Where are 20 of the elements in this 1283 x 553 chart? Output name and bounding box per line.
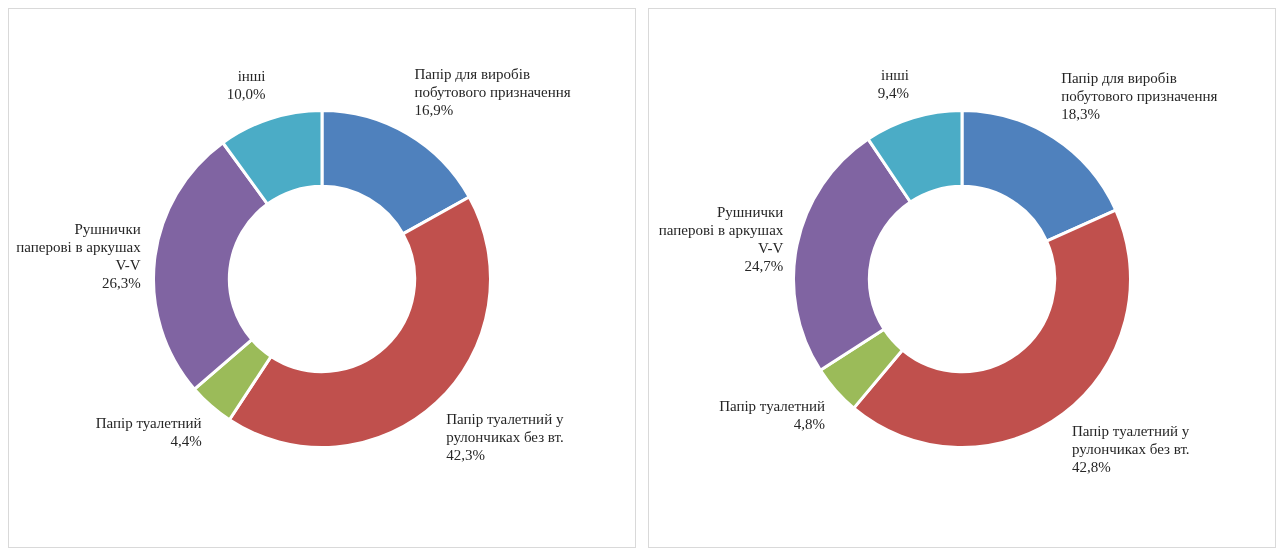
data-label: 24,7%: [744, 258, 784, 275]
slice-label: Папір туалетний у рулончиках без вт.: [446, 411, 564, 446]
data-label: 42,8%: [1072, 459, 1111, 476]
data-label: 4,4%: [170, 432, 202, 449]
data-label: 26,3%: [101, 274, 141, 291]
data-label: 18,3%: [1061, 106, 1100, 123]
slice-label: Папір для виробів побутового призначення: [1061, 70, 1218, 105]
slice-label: Папір туалетний: [719, 398, 826, 415]
data-label: 42,3%: [446, 447, 485, 464]
slice-label: Рушнички паперові в аркушах V-V: [658, 204, 784, 257]
slice-label: Рушнички паперові в аркушах V-V: [16, 220, 142, 273]
slice-label: Папір туалетний: [95, 414, 202, 431]
data-label: 4,8%: [793, 416, 826, 433]
slice-label: інші: [237, 67, 266, 84]
data-label: 16,9%: [414, 102, 454, 119]
slice-label: Папір туалетний у рулончиках без вт.: [1072, 423, 1190, 458]
slice-label: Папір для виробів побутового призначення: [414, 66, 571, 101]
data-label: 10,0%: [226, 85, 266, 102]
data-label: 9,4%: [877, 84, 909, 101]
slice-label: інші: [880, 66, 909, 83]
